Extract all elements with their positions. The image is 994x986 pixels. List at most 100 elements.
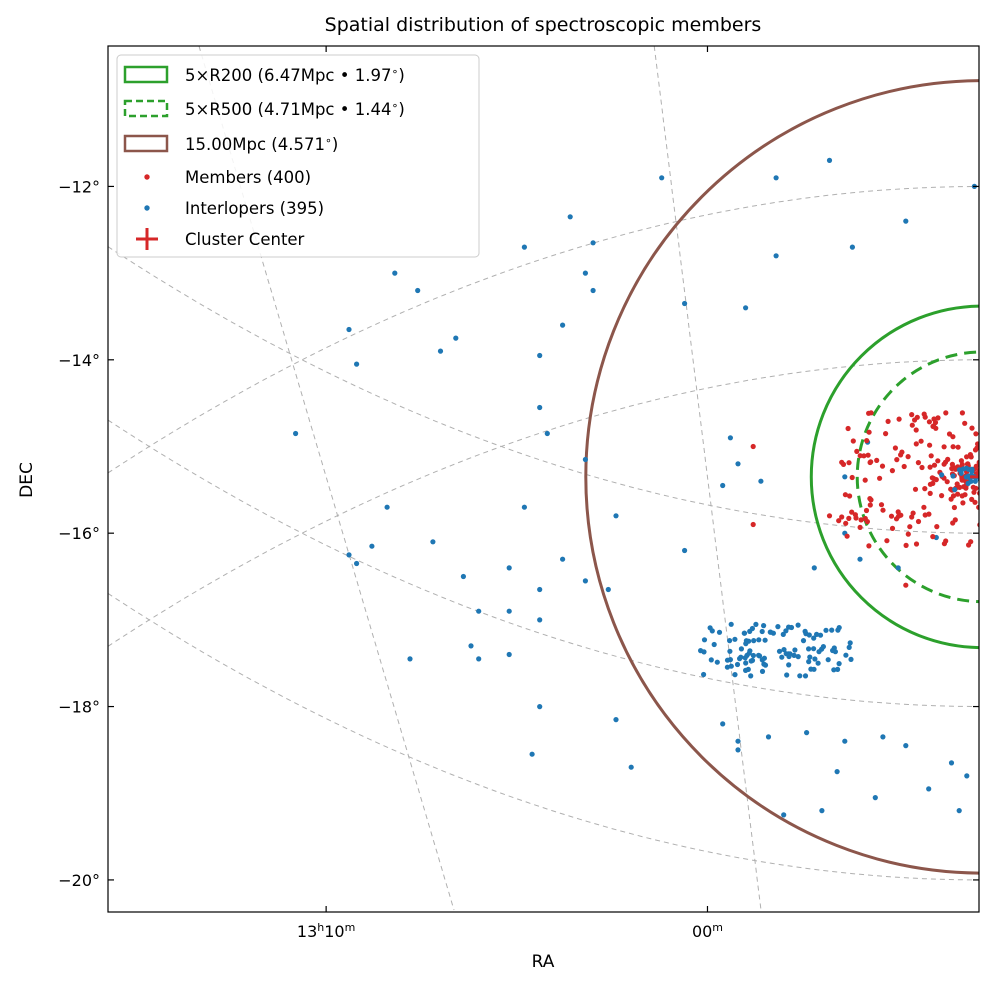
interloper-point bbox=[806, 659, 812, 665]
member-point bbox=[971, 489, 977, 495]
interloper-point bbox=[714, 659, 720, 665]
interloper-point bbox=[738, 646, 745, 652]
interloper-point bbox=[966, 466, 972, 472]
interloper-point bbox=[762, 662, 769, 668]
interloper-point bbox=[748, 658, 754, 664]
interloper-point bbox=[948, 760, 955, 766]
member-point bbox=[909, 422, 915, 428]
legend-center-label: Cluster Center bbox=[185, 230, 305, 249]
interloper-point bbox=[582, 578, 589, 584]
member-point bbox=[973, 463, 979, 469]
grid-line-ra-0 bbox=[198, 46, 455, 911]
interloper-point bbox=[956, 808, 962, 814]
member-point bbox=[845, 425, 851, 432]
legend-members-label: Members (400) bbox=[185, 168, 311, 187]
interloper-point bbox=[825, 657, 831, 663]
interloper-point bbox=[780, 631, 786, 638]
y-tick-label-1: −14° bbox=[58, 351, 100, 370]
member-point bbox=[921, 504, 927, 510]
member-point bbox=[883, 431, 889, 437]
interloper-point bbox=[537, 704, 543, 710]
interloper-point bbox=[745, 666, 751, 673]
member-point bbox=[973, 431, 979, 437]
interloper-point bbox=[980, 678, 985, 683]
member-point bbox=[862, 515, 868, 522]
interloper-point bbox=[903, 218, 909, 224]
interloper-point bbox=[748, 673, 754, 679]
member-point bbox=[858, 517, 864, 523]
interloper-point bbox=[849, 244, 856, 250]
interloper-point bbox=[724, 664, 731, 670]
interloper-point bbox=[698, 648, 704, 654]
interloper-point bbox=[872, 795, 878, 801]
member-point bbox=[899, 449, 905, 455]
member-point bbox=[986, 476, 991, 481]
interloper-point bbox=[746, 650, 752, 656]
interloper-point bbox=[784, 672, 790, 678]
member-point bbox=[914, 414, 920, 420]
legend-15mpc-label: 15.00Mpc (4.571∘) bbox=[185, 134, 338, 154]
legend-r500-swatch bbox=[123, 99, 169, 118]
interloper-point bbox=[792, 647, 798, 653]
interloper-point bbox=[776, 648, 783, 654]
interloper-point bbox=[823, 627, 829, 633]
member-point bbox=[989, 488, 994, 493]
interloper-point bbox=[659, 175, 665, 181]
interloper-point bbox=[811, 635, 817, 641]
member-point bbox=[894, 457, 900, 463]
member-point bbox=[952, 465, 959, 471]
member-point bbox=[965, 461, 971, 467]
member-point bbox=[892, 445, 899, 451]
y-tick-label-3: −18° bbox=[58, 698, 100, 717]
interloper-point bbox=[728, 663, 734, 669]
member-point bbox=[962, 492, 968, 498]
interloper-point bbox=[738, 654, 744, 660]
interloper-point bbox=[952, 487, 958, 493]
member-point bbox=[879, 463, 886, 469]
member-point bbox=[836, 518, 842, 524]
member-point bbox=[991, 465, 994, 470]
interloper-point bbox=[728, 621, 734, 627]
interloper-point bbox=[806, 646, 812, 652]
member-point bbox=[970, 484, 976, 490]
member-point bbox=[877, 475, 883, 481]
member-point bbox=[931, 462, 938, 468]
member-point bbox=[885, 418, 891, 424]
x-axis-label: RA bbox=[532, 952, 555, 972]
interloper-point bbox=[895, 565, 901, 571]
interloper-point bbox=[749, 625, 756, 632]
interloper-point bbox=[770, 630, 777, 636]
member-point bbox=[861, 453, 867, 459]
interloper-point bbox=[537, 352, 543, 359]
interloper-point bbox=[437, 348, 444, 354]
member-point bbox=[964, 454, 970, 460]
interloper-point bbox=[544, 430, 550, 437]
interloper-point bbox=[835, 666, 841, 673]
member-point bbox=[990, 484, 994, 489]
member-point bbox=[847, 493, 853, 499]
member-point bbox=[980, 493, 985, 498]
interloper-point bbox=[759, 668, 766, 675]
interloper-point bbox=[965, 480, 971, 486]
member-point bbox=[918, 438, 924, 444]
interloper-point bbox=[392, 270, 398, 276]
member-point bbox=[951, 504, 958, 511]
interloper-point bbox=[682, 547, 688, 554]
interloper-point bbox=[720, 721, 726, 727]
member-point bbox=[946, 431, 953, 437]
member-point bbox=[939, 493, 945, 499]
member-point bbox=[960, 500, 966, 506]
grid-line-ra-1 bbox=[653, 46, 762, 911]
legend-r500-label: 5×R500 (4.71Mpc • 1.44∘) bbox=[185, 99, 405, 119]
interloper-point bbox=[814, 631, 820, 638]
member-point bbox=[948, 486, 954, 492]
member-point bbox=[949, 461, 956, 467]
interloper-point bbox=[781, 812, 787, 818]
grid-line-dec-3 bbox=[108, 419, 973, 707]
member-point bbox=[863, 507, 870, 514]
member-point bbox=[981, 453, 986, 458]
interloper-point bbox=[476, 608, 482, 614]
interloper-point bbox=[964, 773, 970, 779]
member-point bbox=[849, 509, 855, 515]
interloper-point bbox=[989, 461, 994, 466]
